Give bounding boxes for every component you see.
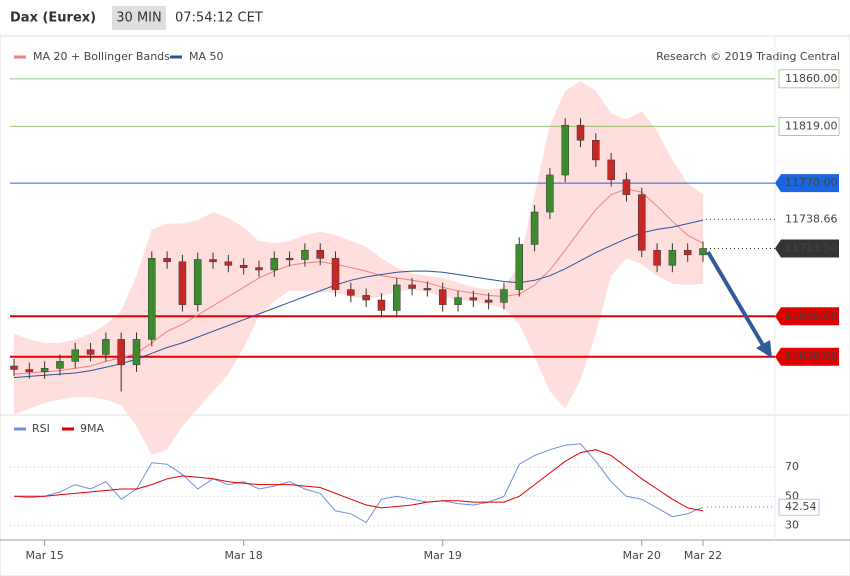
x-tick-label: Mar 19 bbox=[424, 549, 462, 562]
candle-body bbox=[239, 265, 248, 268]
candle-body bbox=[561, 124, 569, 176]
level-tag bbox=[778, 69, 840, 89]
candle-body bbox=[546, 174, 554, 213]
level-label: 11620.00 bbox=[785, 350, 838, 363]
x-tick-label: Mar 22 bbox=[684, 549, 722, 562]
candle-body bbox=[255, 267, 263, 271]
level-label: 11860.00 bbox=[785, 72, 838, 85]
candle-body bbox=[270, 258, 279, 271]
candle-body bbox=[362, 295, 370, 301]
level-tag bbox=[775, 347, 839, 366]
x-tick-label: Mar 15 bbox=[25, 549, 63, 562]
moving-average bbox=[13, 219, 704, 379]
candle-body bbox=[377, 299, 386, 311]
level-tag bbox=[775, 307, 839, 326]
candle-body bbox=[163, 258, 171, 263]
level-label: 11738.66 bbox=[785, 212, 838, 225]
level-label: 11655.00 bbox=[785, 309, 838, 322]
candle-body bbox=[607, 159, 615, 180]
rsi-last-tag bbox=[778, 498, 820, 516]
candle-body bbox=[285, 258, 294, 261]
level-tag bbox=[778, 117, 840, 136]
candle-body bbox=[469, 297, 478, 301]
candle-body bbox=[576, 124, 585, 141]
candle-body bbox=[224, 261, 233, 266]
clock: 07:54:12 CET bbox=[175, 11, 263, 26]
timeframe-box[interactable] bbox=[112, 6, 166, 30]
rsi-line bbox=[13, 443, 704, 524]
legend-label: MA 20 + Bollinger Bands bbox=[33, 50, 170, 63]
candle-body bbox=[25, 369, 34, 373]
level-label: 11819.00 bbox=[785, 119, 838, 132]
level-label: 11770.00 bbox=[785, 176, 838, 189]
forecast-arrowhead bbox=[756, 340, 772, 358]
rsi-last-label: 42.54 bbox=[785, 500, 817, 513]
candle-body bbox=[331, 258, 340, 290]
candle-body bbox=[408, 284, 416, 289]
candle-body bbox=[347, 289, 355, 296]
candle-body bbox=[209, 259, 217, 263]
candle-body bbox=[316, 249, 324, 259]
chart-title: Dax (Eurex) bbox=[10, 11, 96, 26]
candle-body bbox=[393, 284, 401, 311]
candle-body bbox=[592, 140, 600, 161]
candle-body bbox=[102, 339, 110, 355]
candle-body bbox=[638, 194, 646, 251]
candle-body bbox=[40, 368, 49, 373]
candle-body bbox=[653, 249, 661, 266]
candle-body bbox=[301, 249, 309, 260]
plot: 11860.00 11819.00 11770.00 11738.66 11713.50… bbox=[10, 50, 840, 562]
rsi-line bbox=[14, 449, 704, 512]
candle-body bbox=[683, 249, 692, 256]
candle-body bbox=[622, 179, 631, 195]
legend-label: RSI bbox=[32, 422, 50, 435]
candle-body bbox=[668, 249, 677, 266]
candle-body bbox=[699, 248, 707, 256]
rsi-tick-label: 30 bbox=[785, 518, 799, 531]
moving-average bbox=[13, 188, 704, 375]
candle-body bbox=[148, 258, 156, 340]
candle-body bbox=[423, 288, 432, 291]
candle-body bbox=[530, 211, 539, 245]
credit: Research © 2019 Trading Central bbox=[656, 50, 840, 63]
candle-body bbox=[56, 361, 64, 369]
candle-body bbox=[132, 339, 141, 366]
candle-body bbox=[515, 244, 524, 290]
rsi-tick-label: 70 bbox=[785, 460, 799, 473]
level-tag bbox=[775, 174, 839, 193]
level-label: 11713.50 bbox=[785, 241, 838, 254]
level-tag bbox=[775, 239, 839, 258]
x-tick-label: Mar 20 bbox=[623, 549, 661, 562]
bollinger-band bbox=[14, 81, 703, 456]
candle-body bbox=[484, 299, 493, 303]
legend-label: 9MA bbox=[80, 422, 104, 435]
legend-label: MA 50 bbox=[189, 50, 224, 63]
candle-body bbox=[86, 349, 95, 355]
candle-body bbox=[193, 259, 202, 305]
candle-body bbox=[438, 289, 447, 305]
candle-body bbox=[71, 349, 79, 362]
candle-body bbox=[178, 261, 187, 305]
candle-body bbox=[500, 289, 508, 303]
candle-body bbox=[117, 339, 125, 366]
forecast-arrow bbox=[706, 250, 766, 349]
candle-body bbox=[454, 297, 462, 305]
x-tick-label: Mar 18 bbox=[225, 549, 263, 562]
timeframe[interactable]: 30 MIN bbox=[116, 11, 161, 26]
candle-body bbox=[10, 365, 18, 370]
